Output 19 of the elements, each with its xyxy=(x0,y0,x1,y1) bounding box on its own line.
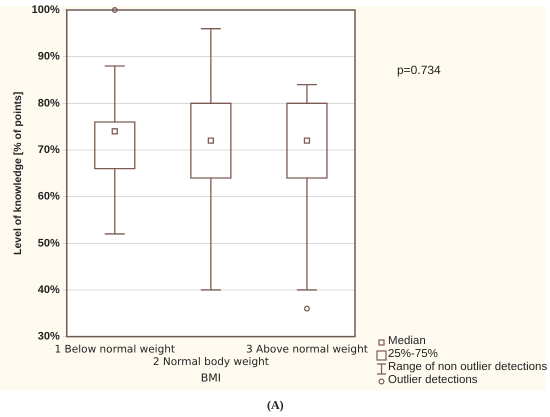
x-tick-label: 1 Below normal weight xyxy=(54,344,176,356)
x-axis-title: BMI xyxy=(200,371,222,384)
text: Median xyxy=(388,335,426,348)
y-tick-label: 80% xyxy=(38,97,60,110)
text: Outlier detections xyxy=(388,374,478,387)
y-tick-label: 70% xyxy=(38,144,60,156)
y-tick-label: 40% xyxy=(38,284,60,296)
y-tick-label: 90% xyxy=(38,50,60,63)
y-tick-label: 30% xyxy=(38,330,60,343)
y-axis-title: Level of knowledge [% of points] xyxy=(12,92,24,255)
y-tick-label: 100% xyxy=(32,4,60,16)
y-tick-label: 50% xyxy=(38,237,60,250)
text: (A) xyxy=(267,398,284,413)
y-tick-label: 60% xyxy=(38,190,60,203)
text: Range of non outlier detections xyxy=(388,361,548,374)
text: p=0.734 xyxy=(397,63,441,77)
x-tick-label: 3 Above normal weight xyxy=(246,344,368,356)
x-tick-label: 2 Normal body weight xyxy=(152,356,269,368)
text: 25%-75% xyxy=(388,348,438,361)
